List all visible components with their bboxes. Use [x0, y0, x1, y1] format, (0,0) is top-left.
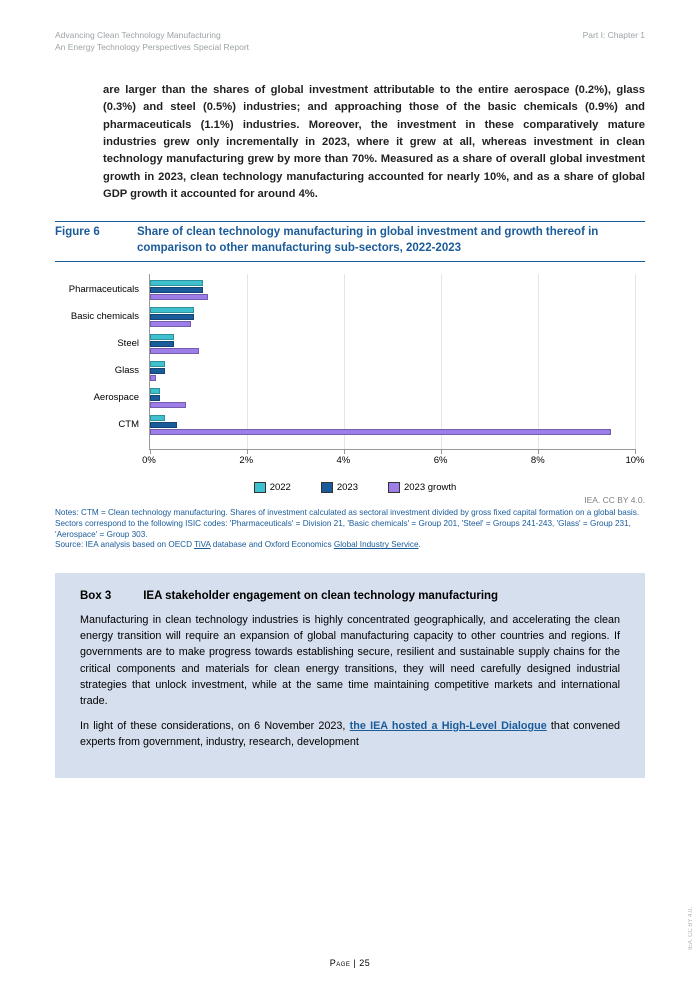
bar-2022: [150, 307, 194, 313]
x-axis-label: 2%: [239, 455, 253, 466]
tick: [247, 449, 248, 454]
gridline: [441, 274, 442, 449]
body-paragraph: are larger than the shares of global inv…: [103, 82, 645, 204]
gridline: [344, 274, 345, 449]
y-category-label: Aerospace: [57, 392, 145, 403]
legend-item: 2022: [244, 482, 291, 493]
bar-2023: [150, 314, 194, 320]
bar-2023-growth: [150, 294, 208, 300]
x-axis-label: 6%: [434, 455, 448, 466]
y-category-label: Steel: [57, 338, 145, 349]
tick: [538, 449, 539, 454]
box-p2-prefix: In light of these considerations, on 6 N…: [80, 720, 350, 732]
bar-2023-growth: [150, 321, 191, 327]
bar-2023-growth: [150, 402, 186, 408]
side-license: IEA. CC BY 4.0.: [688, 907, 694, 950]
x-axis-label: 4%: [337, 455, 351, 466]
chart-notes: Notes: CTM = Clean technology manufactur…: [55, 508, 645, 551]
x-axis-label: 0%: [142, 455, 156, 466]
source-link-2[interactable]: Global Industry Service: [334, 540, 419, 549]
chart-plot-area: [149, 274, 635, 450]
bar-2023: [150, 422, 177, 428]
box-label: Box 3: [80, 590, 140, 602]
bar-2023-growth: [150, 375, 156, 381]
x-axis-label: 10%: [625, 455, 644, 466]
bar-2022: [150, 334, 174, 340]
y-category-label: Pharmaceuticals: [57, 284, 145, 295]
tick: [441, 449, 442, 454]
x-axis-label: 8%: [531, 455, 545, 466]
source-mid: database and Oxford Economics: [211, 540, 334, 549]
bar-2023-growth: [150, 348, 199, 354]
callout-box: Box 3 IEA stakeholder engagement on clea…: [55, 573, 645, 779]
legend-swatch: [321, 482, 333, 493]
box-paragraph-2: In light of these considerations, on 6 N…: [80, 718, 620, 750]
page-number: Page | 25: [0, 958, 700, 968]
tick: [635, 449, 636, 454]
page: Advancing Clean Technology Manufacturing…: [0, 0, 700, 990]
source-link-1[interactable]: TiVA: [194, 540, 210, 549]
figure-caption: Share of clean technology manufacturing …: [137, 225, 645, 256]
y-category-label: Basic chemicals: [57, 311, 145, 322]
box-heading: IEA stakeholder engagement on clean tech…: [143, 590, 498, 602]
legend-item: 2023: [311, 482, 358, 493]
gridline: [538, 274, 539, 449]
header-right: Part I: Chapter 1: [583, 30, 645, 54]
source-prefix: Source: IEA analysis based on OECD: [55, 540, 194, 549]
bar-2022: [150, 388, 160, 394]
box-paragraph-1: Manufacturing in clean technology indust…: [80, 612, 620, 709]
bar-2023: [150, 395, 160, 401]
chart-legend: 2022 2023 2023 growth: [55, 482, 645, 493]
box-title: Box 3 IEA stakeholder engagement on clea…: [80, 590, 620, 602]
y-category-label: CTM: [57, 419, 145, 430]
page-header: Advancing Clean Technology Manufacturing…: [55, 30, 645, 54]
header-title-2: An Energy Technology Perspectives Specia…: [55, 42, 249, 54]
tick: [344, 449, 345, 454]
figure-title-bar: Figure 6 Share of clean technology manuf…: [55, 221, 645, 262]
bar-2022: [150, 280, 203, 286]
figure-chart: 0% 2% 4% 6% 8% 10% Pharmaceuticals Basic chemic…: [55, 270, 645, 480]
bar-2023: [150, 287, 203, 293]
bar-2023: [150, 341, 174, 347]
bar-2023-growth: [150, 429, 611, 435]
bar-2022: [150, 361, 165, 367]
tick: [150, 449, 151, 454]
legend-item: 2023 growth: [378, 482, 456, 493]
header-left: Advancing Clean Technology Manufacturing…: [55, 30, 249, 54]
bar-2022: [150, 415, 165, 421]
bar-2023: [150, 368, 165, 374]
header-title-1: Advancing Clean Technology Manufacturing: [55, 30, 249, 42]
notes-text: Notes: CTM = Clean technology manufactur…: [55, 508, 639, 538]
source-suffix: .: [419, 540, 421, 549]
chart-attribution: IEA. CC BY 4.0.: [55, 495, 645, 505]
gridline: [635, 274, 636, 449]
y-category-label: Glass: [57, 365, 145, 376]
gridline: [247, 274, 248, 449]
legend-swatch: [388, 482, 400, 493]
legend-swatch: [254, 482, 266, 493]
box-p2-link[interactable]: the IEA hosted a High-Level Dialogue: [350, 720, 547, 732]
figure-label: Figure 6: [55, 225, 137, 256]
